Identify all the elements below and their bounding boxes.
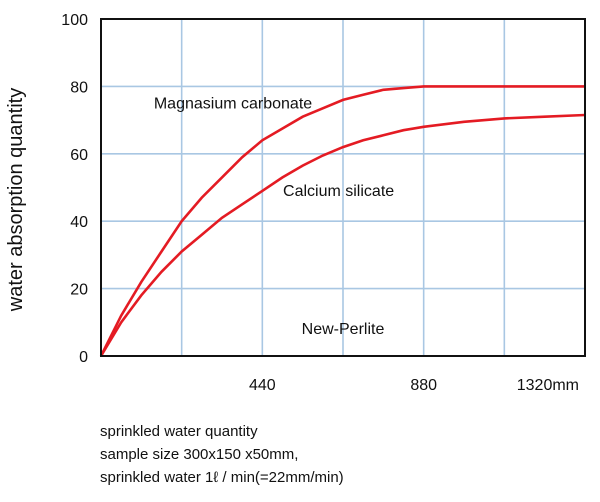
annotation-label: New-Perlite (302, 321, 385, 338)
plot-frame (100, 18, 586, 357)
note-line: sample size 300x150 x50mm, (100, 446, 299, 463)
y-tick-label: 0 (79, 349, 88, 366)
series-layer (99, 85, 586, 357)
x-tick-label: 1320mm (517, 377, 579, 394)
y-axis-label: water absorption quantity (5, 88, 27, 312)
tick-labels: 0 20 40 60 80 100 440 880 1320mm (61, 12, 579, 394)
x-tick-label: 440 (249, 377, 276, 394)
series-line-1 (99, 85, 585, 357)
y-tick-label: 20 (70, 282, 88, 299)
note-line: sprinkled water quantity (100, 423, 258, 440)
x-tick-label: 880 (410, 377, 437, 394)
chart-notes: sprinkled water quantity sample size 300… (100, 420, 344, 489)
annotation-label: Magnasium carbonate (154, 95, 312, 112)
y-tick-label: 80 (70, 79, 88, 96)
y-tick-label: 100 (61, 12, 88, 29)
y-tick-label: 40 (70, 214, 88, 231)
series-line-2 (99, 113, 586, 357)
chart: 0 20 40 60 80 100 440 880 1320mm Magnasium carbo… (5, 12, 586, 394)
annotations: Magnasium carbonate Calcium silicate New-P… (154, 95, 394, 338)
annotation-label: Calcium silicate (283, 183, 394, 200)
note-line: sprinkled water 1ℓ / min(=22mm/min) (100, 469, 344, 486)
y-tick-label: 60 (70, 147, 88, 164)
